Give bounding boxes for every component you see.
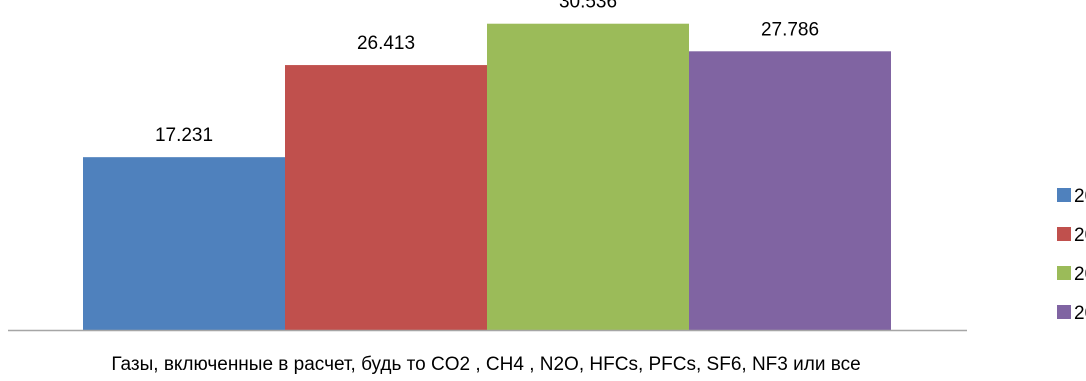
bar-2020	[83, 157, 285, 330]
legend-label-2021: 2021	[1074, 225, 1086, 246]
legend: 2020 2021 2022 2023	[1057, 186, 1086, 324]
data-label-2022: 30.536	[559, 0, 617, 13]
data-label-2021: 26.413	[357, 33, 415, 54]
legend-swatch-2022	[1057, 266, 1071, 280]
legend-label-2022: 2022	[1074, 264, 1086, 285]
bars-group	[83, 23, 891, 331]
data-labels-group: 17.231 26.413 30.536 27.786	[155, 0, 819, 146]
bar-2022	[487, 23, 689, 331]
legend-label-2023: 2023	[1074, 303, 1086, 324]
bar-2023	[689, 51, 891, 330]
data-label-2020: 17.231	[155, 125, 213, 146]
legend-swatch-2023	[1057, 305, 1071, 319]
data-label-2023: 27.786	[761, 19, 819, 40]
bar-2021	[285, 65, 487, 331]
legend-swatch-2020	[1057, 188, 1071, 202]
legend-label-2020: 2020	[1074, 186, 1086, 207]
legend-swatch-2021	[1057, 227, 1071, 241]
category-label: Газы, включенные в расчет, будь то CO2 ,…	[111, 354, 860, 375]
